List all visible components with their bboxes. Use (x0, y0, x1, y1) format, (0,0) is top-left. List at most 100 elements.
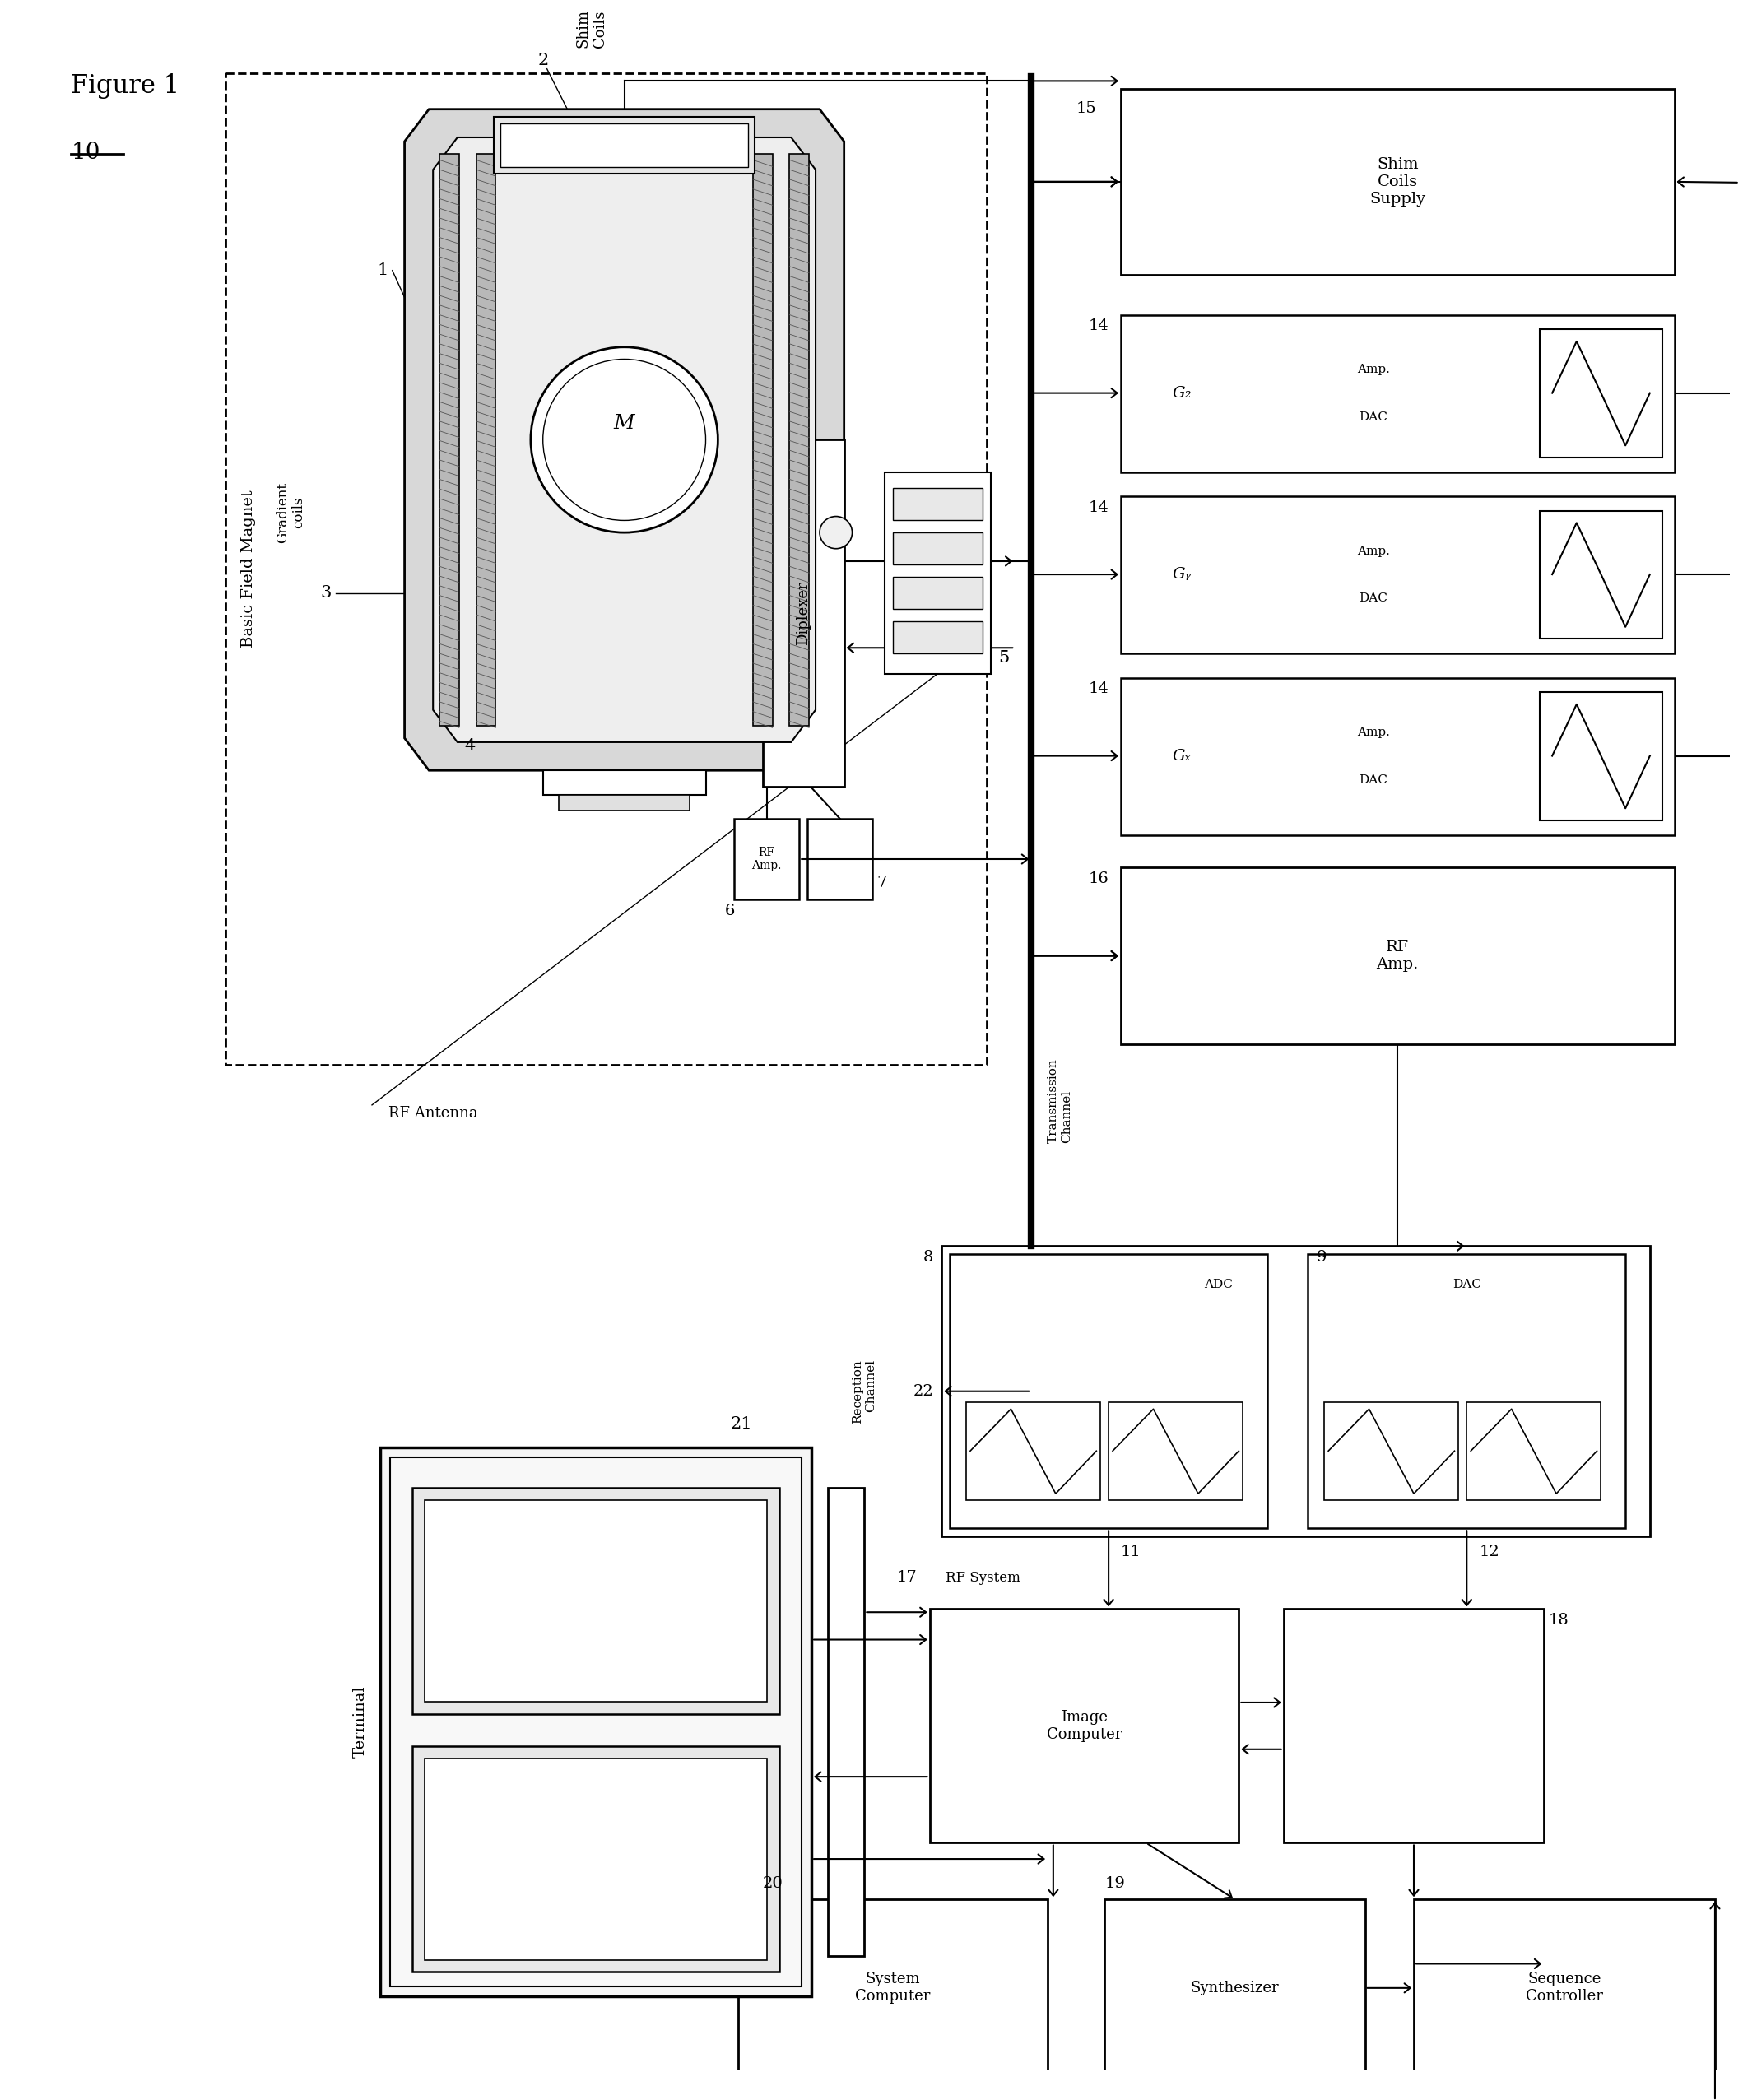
Circle shape (530, 347, 718, 533)
Polygon shape (404, 109, 844, 771)
Bar (542, 771, 706, 794)
Text: Shim
Coils: Shim Coils (575, 8, 607, 48)
Bar (500, 124, 748, 168)
Text: Terminal: Terminal (354, 1686, 368, 1758)
Bar (734, 819, 800, 899)
Text: Amp.: Amp. (1356, 546, 1389, 556)
Bar (1105, 1898, 1365, 2077)
Bar (892, 622, 983, 653)
Text: 10: 10 (71, 141, 99, 164)
Circle shape (542, 359, 706, 521)
Text: Gradient
coils: Gradient coils (275, 481, 305, 542)
Text: 22: 22 (913, 1384, 934, 1399)
Text: Basic Field Magnet: Basic Field Magnet (241, 489, 256, 647)
Text: 1: 1 (376, 262, 389, 279)
Text: 7: 7 (877, 876, 887, 890)
Bar (439, 153, 458, 727)
Text: 8: 8 (924, 1250, 934, 1264)
Bar (390, 1457, 802, 1987)
Text: System
Computer: System Computer (856, 1972, 931, 2003)
Text: ADC: ADC (1204, 1279, 1232, 1289)
Text: Sequence
Controller: Sequence Controller (1525, 1972, 1604, 2003)
Text: 21: 21 (730, 1415, 751, 1432)
Text: Amp.: Amp. (1356, 363, 1389, 376)
Bar (892, 533, 983, 565)
Text: 6: 6 (725, 903, 736, 918)
Text: RF
Amp.: RF Amp. (1377, 941, 1419, 972)
Text: 14: 14 (1088, 500, 1109, 514)
Bar (1307, 1254, 1626, 1529)
Text: 9: 9 (1316, 1250, 1326, 1264)
Text: 2: 2 (537, 53, 549, 69)
Polygon shape (432, 136, 816, 741)
Bar (950, 1254, 1267, 1529)
Bar (425, 1758, 767, 1959)
Text: DAC: DAC (1360, 592, 1387, 605)
Text: 11: 11 (1121, 1544, 1142, 1560)
Bar (1283, 1609, 1544, 1844)
Text: DAC: DAC (1360, 412, 1387, 422)
Text: Image
Computer: Image Computer (1046, 1709, 1122, 1741)
Bar (225, 74, 987, 1065)
Text: Reception
Channel: Reception Channel (852, 1359, 877, 1424)
Circle shape (819, 517, 852, 548)
Bar (1541, 330, 1663, 458)
Text: Gᵧ: Gᵧ (1173, 567, 1190, 582)
Bar (966, 1403, 1100, 1499)
Bar (1121, 496, 1675, 653)
Bar (941, 1245, 1651, 1537)
Text: Diplexer: Diplexer (797, 582, 810, 645)
Bar (1121, 315, 1675, 473)
Bar (892, 487, 983, 521)
Bar (380, 1447, 812, 1995)
Bar (1466, 1403, 1602, 1499)
Text: M: M (614, 414, 634, 433)
Bar (828, 1489, 865, 1955)
Text: 12: 12 (1480, 1544, 1499, 1560)
Bar (1541, 693, 1663, 821)
Bar (413, 1745, 779, 1972)
Bar (892, 578, 983, 609)
Text: G₂: G₂ (1173, 386, 1192, 401)
Bar (739, 1898, 1048, 2077)
Bar (807, 819, 873, 899)
Bar (425, 1499, 767, 1701)
Text: RF System: RF System (946, 1571, 1021, 1586)
Bar (560, 794, 690, 811)
Bar (790, 153, 809, 727)
Text: 19: 19 (1105, 1877, 1124, 1892)
Bar (1121, 678, 1675, 836)
Text: 14: 14 (1088, 319, 1109, 334)
Text: Synthesizer: Synthesizer (1190, 1980, 1279, 1995)
Bar (1121, 867, 1675, 1044)
Text: 17: 17 (898, 1571, 917, 1586)
Bar (1541, 510, 1663, 638)
Bar (753, 153, 772, 727)
Text: 18: 18 (1548, 1613, 1569, 1628)
Text: 4: 4 (464, 739, 476, 754)
Bar (476, 153, 495, 727)
Bar (929, 1609, 1239, 1844)
Text: 15: 15 (1075, 101, 1096, 116)
Text: 16: 16 (1088, 872, 1109, 886)
Text: Shim
Coils
Supply: Shim Coils Supply (1370, 158, 1426, 206)
Text: Gₓ: Gₓ (1173, 748, 1190, 762)
Text: 3: 3 (321, 586, 331, 601)
Text: 14: 14 (1088, 682, 1109, 697)
Bar (1325, 1403, 1459, 1499)
Text: DAC: DAC (1360, 775, 1387, 785)
Text: RF Antenna: RF Antenna (389, 1107, 478, 1121)
Bar (885, 473, 990, 674)
Text: 5: 5 (999, 649, 1009, 666)
Bar (763, 439, 844, 788)
Bar (493, 118, 755, 174)
Text: Amp.: Amp. (1356, 727, 1389, 739)
Bar (1121, 88, 1675, 275)
Bar (413, 1489, 779, 1714)
Text: 20: 20 (763, 1877, 783, 1892)
Text: Transmission
Channel: Transmission Channel (1048, 1058, 1072, 1142)
Text: RF
Amp.: RF Amp. (751, 846, 781, 872)
Text: Figure 1: Figure 1 (71, 74, 180, 99)
Bar (1414, 1898, 1715, 2077)
Text: DAC: DAC (1452, 1279, 1482, 1289)
